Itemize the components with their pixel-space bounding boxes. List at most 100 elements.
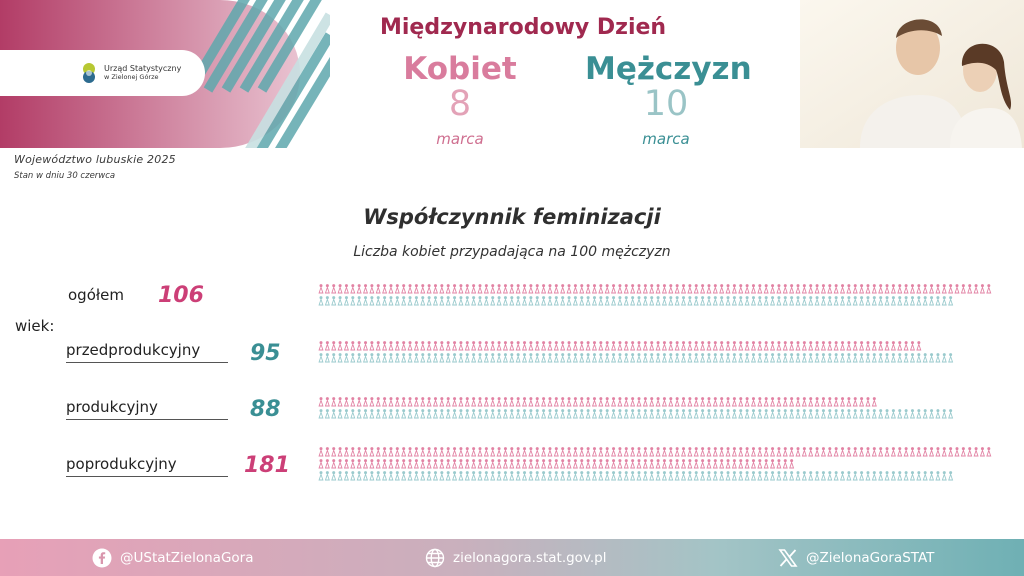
man-figure	[464, 471, 470, 481]
man-figure	[903, 353, 909, 363]
man-figure	[407, 296, 413, 306]
man-figure	[439, 296, 445, 306]
man-figure	[591, 471, 598, 481]
woman-figure	[795, 397, 801, 407]
woman-figure	[483, 397, 489, 407]
man-figure	[852, 409, 858, 419]
man-figure	[890, 296, 896, 306]
woman-figure	[833, 447, 839, 457]
man-figure	[642, 471, 648, 481]
woman-figure	[566, 284, 572, 294]
woman-figure	[757, 459, 763, 469]
woman-figure	[897, 284, 903, 294]
woman-figure	[731, 341, 737, 351]
man-figure	[712, 296, 718, 306]
man-figure	[566, 353, 572, 363]
man-figure	[343, 471, 349, 481]
woman-figure	[445, 341, 451, 351]
man-figure	[420, 296, 426, 306]
woman-figure	[324, 459, 330, 469]
man-figure	[337, 353, 343, 363]
woman-figure	[801, 284, 807, 294]
man-figure	[369, 409, 375, 419]
man-figure	[687, 409, 693, 419]
man-figure	[839, 409, 846, 419]
man-figure	[649, 353, 655, 363]
man-figure	[680, 409, 687, 419]
woman-figure	[700, 397, 706, 407]
man-figure	[642, 296, 648, 306]
woman-figure	[490, 397, 496, 407]
facebook-handle: @UStatZielonaGora	[120, 550, 254, 566]
woman-figure	[534, 447, 540, 457]
man-figure	[757, 471, 763, 481]
man-figure	[560, 353, 566, 363]
man-figure	[496, 353, 502, 363]
woman-figure	[789, 284, 795, 294]
man-figure	[763, 409, 769, 419]
woman-figure	[814, 341, 820, 351]
man-figure	[623, 409, 629, 419]
man-figure	[502, 409, 508, 419]
man-figure	[611, 353, 617, 363]
woman-figure	[846, 284, 852, 294]
woman-figure	[611, 459, 617, 469]
woman-figure	[432, 459, 439, 469]
woman-figure	[369, 284, 375, 294]
man-figure	[521, 296, 528, 306]
man-figure	[324, 353, 330, 363]
woman-figure	[897, 447, 903, 457]
woman-figure	[859, 447, 865, 457]
woman-figure	[420, 397, 426, 407]
man-figure	[375, 471, 381, 481]
man-figure	[820, 296, 826, 306]
woman-figure	[401, 397, 407, 407]
man-figure	[890, 409, 896, 419]
man-figure	[483, 471, 489, 481]
woman-figure	[909, 341, 916, 351]
man-figure	[859, 471, 865, 481]
man-figure	[738, 353, 744, 363]
woman-figure	[808, 284, 814, 294]
woman-figure	[623, 397, 629, 407]
man-figure	[604, 471, 610, 481]
woman-figure	[757, 397, 763, 407]
man-figure	[776, 353, 782, 363]
man-figure	[865, 353, 871, 363]
age-label: wiek:	[15, 317, 55, 335]
woman-figure	[407, 341, 413, 351]
woman-figure	[630, 397, 636, 407]
woman-figure	[362, 284, 369, 294]
man-figure	[903, 409, 909, 419]
woman-figure	[725, 341, 731, 351]
woman-figure	[502, 284, 508, 294]
man-figure	[750, 296, 757, 306]
woman-figure	[579, 459, 585, 469]
man-figure	[509, 471, 515, 481]
woman-figure	[967, 447, 973, 457]
woman-figure	[585, 459, 591, 469]
x-link[interactable]: @ZielonaGoraSTAT	[778, 548, 934, 568]
woman-figure	[706, 459, 712, 469]
man-figure	[318, 296, 324, 306]
woman-figure	[750, 284, 757, 294]
man-figure	[661, 471, 667, 481]
man-figure	[859, 296, 865, 306]
woman-figure	[604, 447, 610, 457]
man-figure	[324, 296, 330, 306]
woman-figure	[750, 459, 757, 469]
man-figure	[572, 296, 578, 306]
facebook-link[interactable]: @UStatZielonaGora	[92, 548, 254, 568]
website-link[interactable]: zielonagora.stat.gov.pl	[425, 548, 607, 568]
man-figure	[318, 409, 324, 419]
man-figure	[687, 296, 693, 306]
man-figure	[566, 471, 572, 481]
woman-figure	[572, 459, 578, 469]
man-figure	[865, 471, 871, 481]
man-figure	[878, 353, 884, 363]
man-figure	[909, 409, 916, 419]
woman-figure	[566, 459, 572, 469]
woman-figure	[973, 284, 979, 294]
woman-figure	[706, 447, 712, 457]
woman-figure	[401, 459, 407, 469]
